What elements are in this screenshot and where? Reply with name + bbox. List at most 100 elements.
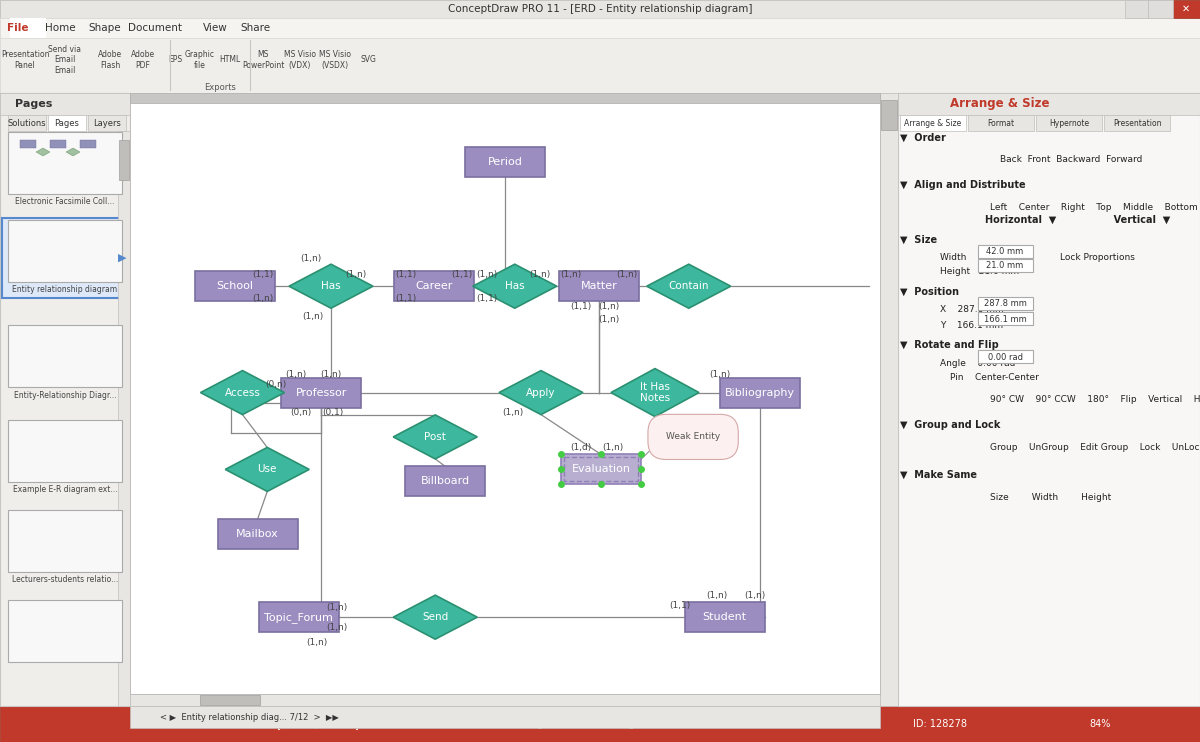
Text: 0.00 rad: 0.00 rad: [988, 352, 1022, 361]
Text: ▼  Size: ▼ Size: [900, 235, 937, 245]
Text: (1,n): (1,n): [616, 269, 637, 279]
Text: (1,n): (1,n): [476, 269, 497, 279]
Text: SVG: SVG: [360, 56, 376, 65]
Polygon shape: [611, 369, 698, 416]
Text: Hypernote: Hypernote: [1049, 119, 1090, 128]
Text: X    287.8 mm: X 287.8 mm: [940, 306, 1003, 315]
Bar: [20, 140, 36, 148]
Text: 287.8 mm: 287.8 mm: [984, 300, 1026, 309]
Text: (1,n): (1,n): [706, 591, 727, 600]
Text: 90° CW    90° CCW    180°    Flip    Vertical    Horizontal: 90° CW 90° CCW 180° Flip Vertical Horizo…: [990, 395, 1200, 404]
Text: Period: Period: [487, 157, 522, 167]
Text: Evaluation: Evaluation: [571, 464, 630, 474]
Bar: [1126, 0, 1148, 18]
Text: ▼  Make Same: ▼ Make Same: [900, 470, 977, 480]
Text: Horizontal  ▼                 Vertical  ▼: Horizontal ▼ Vertical ▼: [985, 215, 1170, 225]
Bar: [978, 350, 1033, 363]
Text: Mouse: [313.35, 155.10] mm: Mouse: [313.35, 155.10] mm: [239, 719, 380, 729]
Text: Send: Send: [422, 612, 449, 623]
Bar: [0, 18, 1200, 38]
Polygon shape: [394, 415, 478, 459]
Bar: [2, 218, 128, 298]
Bar: [281, 378, 361, 407]
Text: Pages: Pages: [54, 119, 79, 128]
Text: ▼  Align and Distribute: ▼ Align and Distribute: [900, 180, 1026, 190]
Text: 166.1 mm: 166.1 mm: [984, 315, 1026, 324]
Text: MS
PowerPoint: MS PowerPoint: [242, 50, 284, 70]
Text: (1,1): (1,1): [670, 601, 690, 610]
Bar: [130, 93, 880, 103]
Text: Billboard: Billboard: [420, 476, 469, 486]
Text: (1,n): (1,n): [302, 312, 324, 321]
Text: Group    UnGroup    Edit Group    Lock    UnLock: Group UnGroup Edit Group Lock UnLock: [990, 444, 1200, 453]
Text: ✕: ✕: [1182, 4, 1190, 14]
Text: Pin    Center-Center: Pin Center-Center: [950, 373, 1039, 382]
Text: Post: Post: [425, 432, 446, 442]
Text: (1,n): (1,n): [598, 315, 619, 324]
Bar: [978, 245, 1033, 258]
Bar: [406, 466, 485, 496]
Bar: [1036, 115, 1102, 131]
Polygon shape: [394, 595, 478, 639]
Text: Pages: Pages: [14, 99, 53, 109]
Bar: [968, 115, 1034, 131]
Text: File: File: [7, 23, 29, 33]
Text: (1,1): (1,1): [252, 269, 274, 279]
Bar: [394, 272, 474, 301]
Text: Lock Proportions: Lock Proportions: [1060, 254, 1135, 263]
Text: Share: Share: [240, 23, 270, 33]
Text: MS Visio
(VSDX): MS Visio (VSDX): [319, 50, 352, 70]
Bar: [0, 38, 1200, 93]
Bar: [564, 457, 638, 482]
Bar: [10, 18, 46, 38]
Text: Layers: Layers: [94, 119, 121, 128]
Text: Lecturers-students relatio...: Lecturers-students relatio...: [12, 576, 118, 585]
Text: < ▶  Entity relationship diag... 7/12  >  ▶▶: < ▶ Entity relationship diag... 7/12 > ▶…: [160, 712, 338, 721]
Bar: [559, 272, 638, 301]
Bar: [1148, 0, 1174, 18]
Bar: [1174, 0, 1200, 18]
Text: ▼  Order: ▼ Order: [900, 133, 946, 143]
Text: HTML: HTML: [220, 56, 241, 65]
Text: Width    42.0 mm: Width 42.0 mm: [940, 254, 1018, 263]
Text: Matter: Matter: [581, 281, 617, 291]
Text: ID: 128278: ID: 128278: [913, 719, 967, 729]
Text: ▼  Group and Lock: ▼ Group and Lock: [900, 420, 1001, 430]
Bar: [978, 297, 1033, 310]
Bar: [898, 93, 1200, 115]
Bar: [130, 103, 880, 694]
Bar: [978, 312, 1033, 325]
Polygon shape: [647, 264, 731, 308]
Text: (1,n): (1,n): [598, 302, 619, 311]
Bar: [50, 140, 66, 148]
Text: Contain: Contain: [668, 281, 709, 291]
Bar: [88, 115, 126, 131]
Bar: [194, 272, 275, 301]
Text: Solutions: Solutions: [7, 119, 47, 128]
Text: ▼  Rotate and Flip: ▼ Rotate and Flip: [900, 340, 998, 350]
Text: 21.0 mm: 21.0 mm: [986, 261, 1024, 271]
Text: View: View: [203, 23, 227, 33]
Text: Bibliography: Bibliography: [725, 387, 796, 398]
Text: School: School: [216, 281, 253, 291]
Bar: [898, 93, 1200, 706]
Text: Topic_Forum: Topic_Forum: [264, 611, 334, 623]
Text: ▼  Position: ▼ Position: [900, 287, 959, 297]
Bar: [80, 140, 96, 148]
Bar: [118, 131, 130, 706]
Bar: [8, 220, 122, 282]
Bar: [0, 93, 130, 115]
Text: Electronic Facsimile Coll...: Electronic Facsimile Coll...: [16, 197, 115, 206]
Text: Back  Front  Backward  Forward: Back Front Backward Forward: [1000, 156, 1142, 165]
Bar: [119, 140, 130, 180]
Text: Adobe
PDF: Adobe PDF: [131, 50, 155, 70]
Text: Shape: Shape: [89, 23, 121, 33]
Polygon shape: [66, 148, 80, 156]
Text: Access: Access: [224, 387, 260, 398]
Text: (1,n): (1,n): [300, 254, 322, 263]
Text: Has: Has: [505, 281, 524, 291]
Text: (1,1): (1,1): [476, 294, 497, 303]
Text: ▶: ▶: [118, 253, 126, 263]
Text: 84%: 84%: [1090, 719, 1111, 729]
Text: (1,n): (1,n): [529, 269, 551, 279]
